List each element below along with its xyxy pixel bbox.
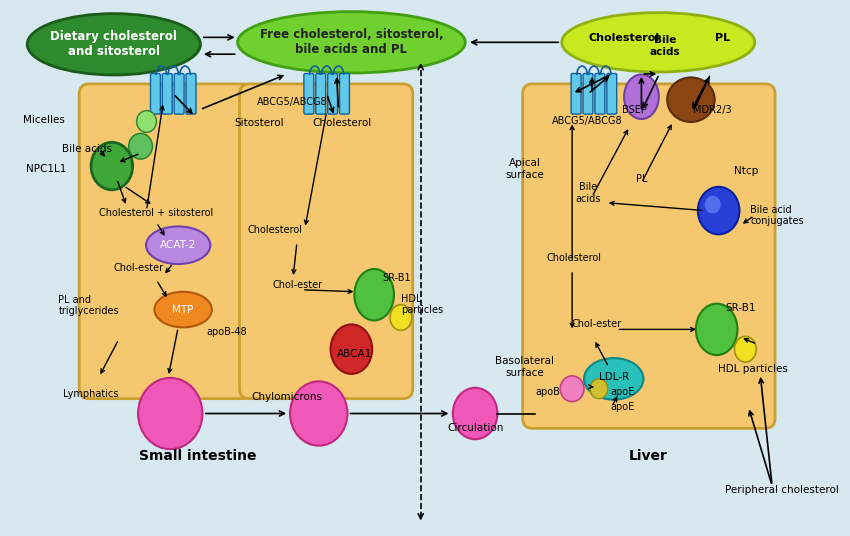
Text: Liver: Liver [629,449,668,463]
Ellipse shape [354,269,394,321]
Text: Cholesterol + sitosterol: Cholesterol + sitosterol [99,207,213,218]
Text: PL: PL [636,174,647,184]
Ellipse shape [290,381,348,445]
Ellipse shape [590,379,608,399]
Ellipse shape [705,196,721,213]
Text: PL and
triglycerides: PL and triglycerides [59,295,119,316]
FancyBboxPatch shape [79,84,252,399]
Text: Bile
acids: Bile acids [650,35,681,57]
FancyBboxPatch shape [162,73,173,114]
Ellipse shape [390,304,411,330]
Text: NPC1L1: NPC1L1 [26,164,66,174]
Ellipse shape [237,12,465,73]
Ellipse shape [584,358,643,400]
Ellipse shape [560,376,584,401]
Text: ABCG5/ABCG8: ABCG5/ABCG8 [552,116,623,126]
Text: ABCA1: ABCA1 [337,349,372,359]
Text: Small intestine: Small intestine [139,449,257,463]
Ellipse shape [453,388,497,439]
Text: Cholesterol: Cholesterol [247,225,303,235]
Text: apoE: apoE [611,387,635,397]
Text: Ntcp: Ntcp [734,166,759,176]
Ellipse shape [138,378,202,449]
FancyBboxPatch shape [150,73,161,114]
Ellipse shape [155,292,212,327]
Text: SR-B1: SR-B1 [726,303,756,312]
Text: Bile acid
conjugates: Bile acid conjugates [751,205,804,226]
Text: Chol-ester: Chol-ester [571,319,621,330]
FancyBboxPatch shape [315,73,326,114]
Ellipse shape [562,13,755,72]
Ellipse shape [696,303,738,355]
Ellipse shape [624,75,659,119]
Text: MTP: MTP [173,304,194,315]
Text: Chol-ester: Chol-ester [114,263,164,273]
Text: Chol-ester: Chol-ester [272,280,322,290]
Text: SR-B1: SR-B1 [382,273,411,283]
Text: Bile acids: Bile acids [62,144,112,154]
Ellipse shape [734,336,756,362]
Ellipse shape [667,77,715,122]
Ellipse shape [128,133,152,159]
Ellipse shape [137,110,156,132]
Text: Cholesterol: Cholesterol [547,253,602,263]
Text: Apical
surface: Apical surface [505,158,544,180]
Text: Cholesterol: Cholesterol [312,118,371,129]
Ellipse shape [146,226,210,264]
Text: Free cholesterol, sitosterol,
bile acids and PL: Free cholesterol, sitosterol, bile acids… [259,28,443,56]
Text: apoE: apoE [611,401,635,412]
Text: Circulation: Circulation [447,423,503,434]
Text: PL: PL [715,33,730,43]
Text: Dietary cholesterol
and sitosterol: Dietary cholesterol and sitosterol [50,31,178,58]
Ellipse shape [27,13,201,75]
Text: Basolateral
surface: Basolateral surface [496,356,554,378]
Text: apoB-48: apoB-48 [206,327,246,337]
Text: Micelles: Micelles [24,115,65,124]
Text: Cholesterol: Cholesterol [588,33,660,43]
Text: MDR2/3: MDR2/3 [693,105,732,115]
FancyBboxPatch shape [304,73,314,114]
Ellipse shape [698,187,740,234]
Text: HDL particles: HDL particles [717,364,788,374]
FancyBboxPatch shape [583,73,593,114]
Text: Lymphatics: Lymphatics [64,389,119,399]
Ellipse shape [91,142,133,190]
FancyBboxPatch shape [240,84,413,399]
Text: Chylomicrons: Chylomicrons [252,392,322,401]
Text: ABCG5/ABCG8: ABCG5/ABCG8 [258,96,328,107]
Text: ACAT-2: ACAT-2 [160,240,196,250]
Ellipse shape [331,324,372,374]
FancyBboxPatch shape [339,73,349,114]
FancyBboxPatch shape [607,73,617,114]
Text: BSEP: BSEP [622,105,647,115]
Text: Sitosterol: Sitosterol [235,118,284,129]
Text: Bile
acids: Bile acids [575,182,601,204]
FancyBboxPatch shape [571,73,581,114]
FancyBboxPatch shape [174,73,184,114]
FancyBboxPatch shape [327,73,337,114]
Text: apoB: apoB [535,387,560,397]
Text: HDL
particles: HDL particles [401,294,443,315]
FancyBboxPatch shape [186,73,196,114]
Text: LDL-R: LDL-R [598,372,629,382]
FancyBboxPatch shape [523,84,775,428]
FancyBboxPatch shape [595,73,605,114]
Text: Peripheral cholesterol: Peripheral cholesterol [725,485,839,495]
